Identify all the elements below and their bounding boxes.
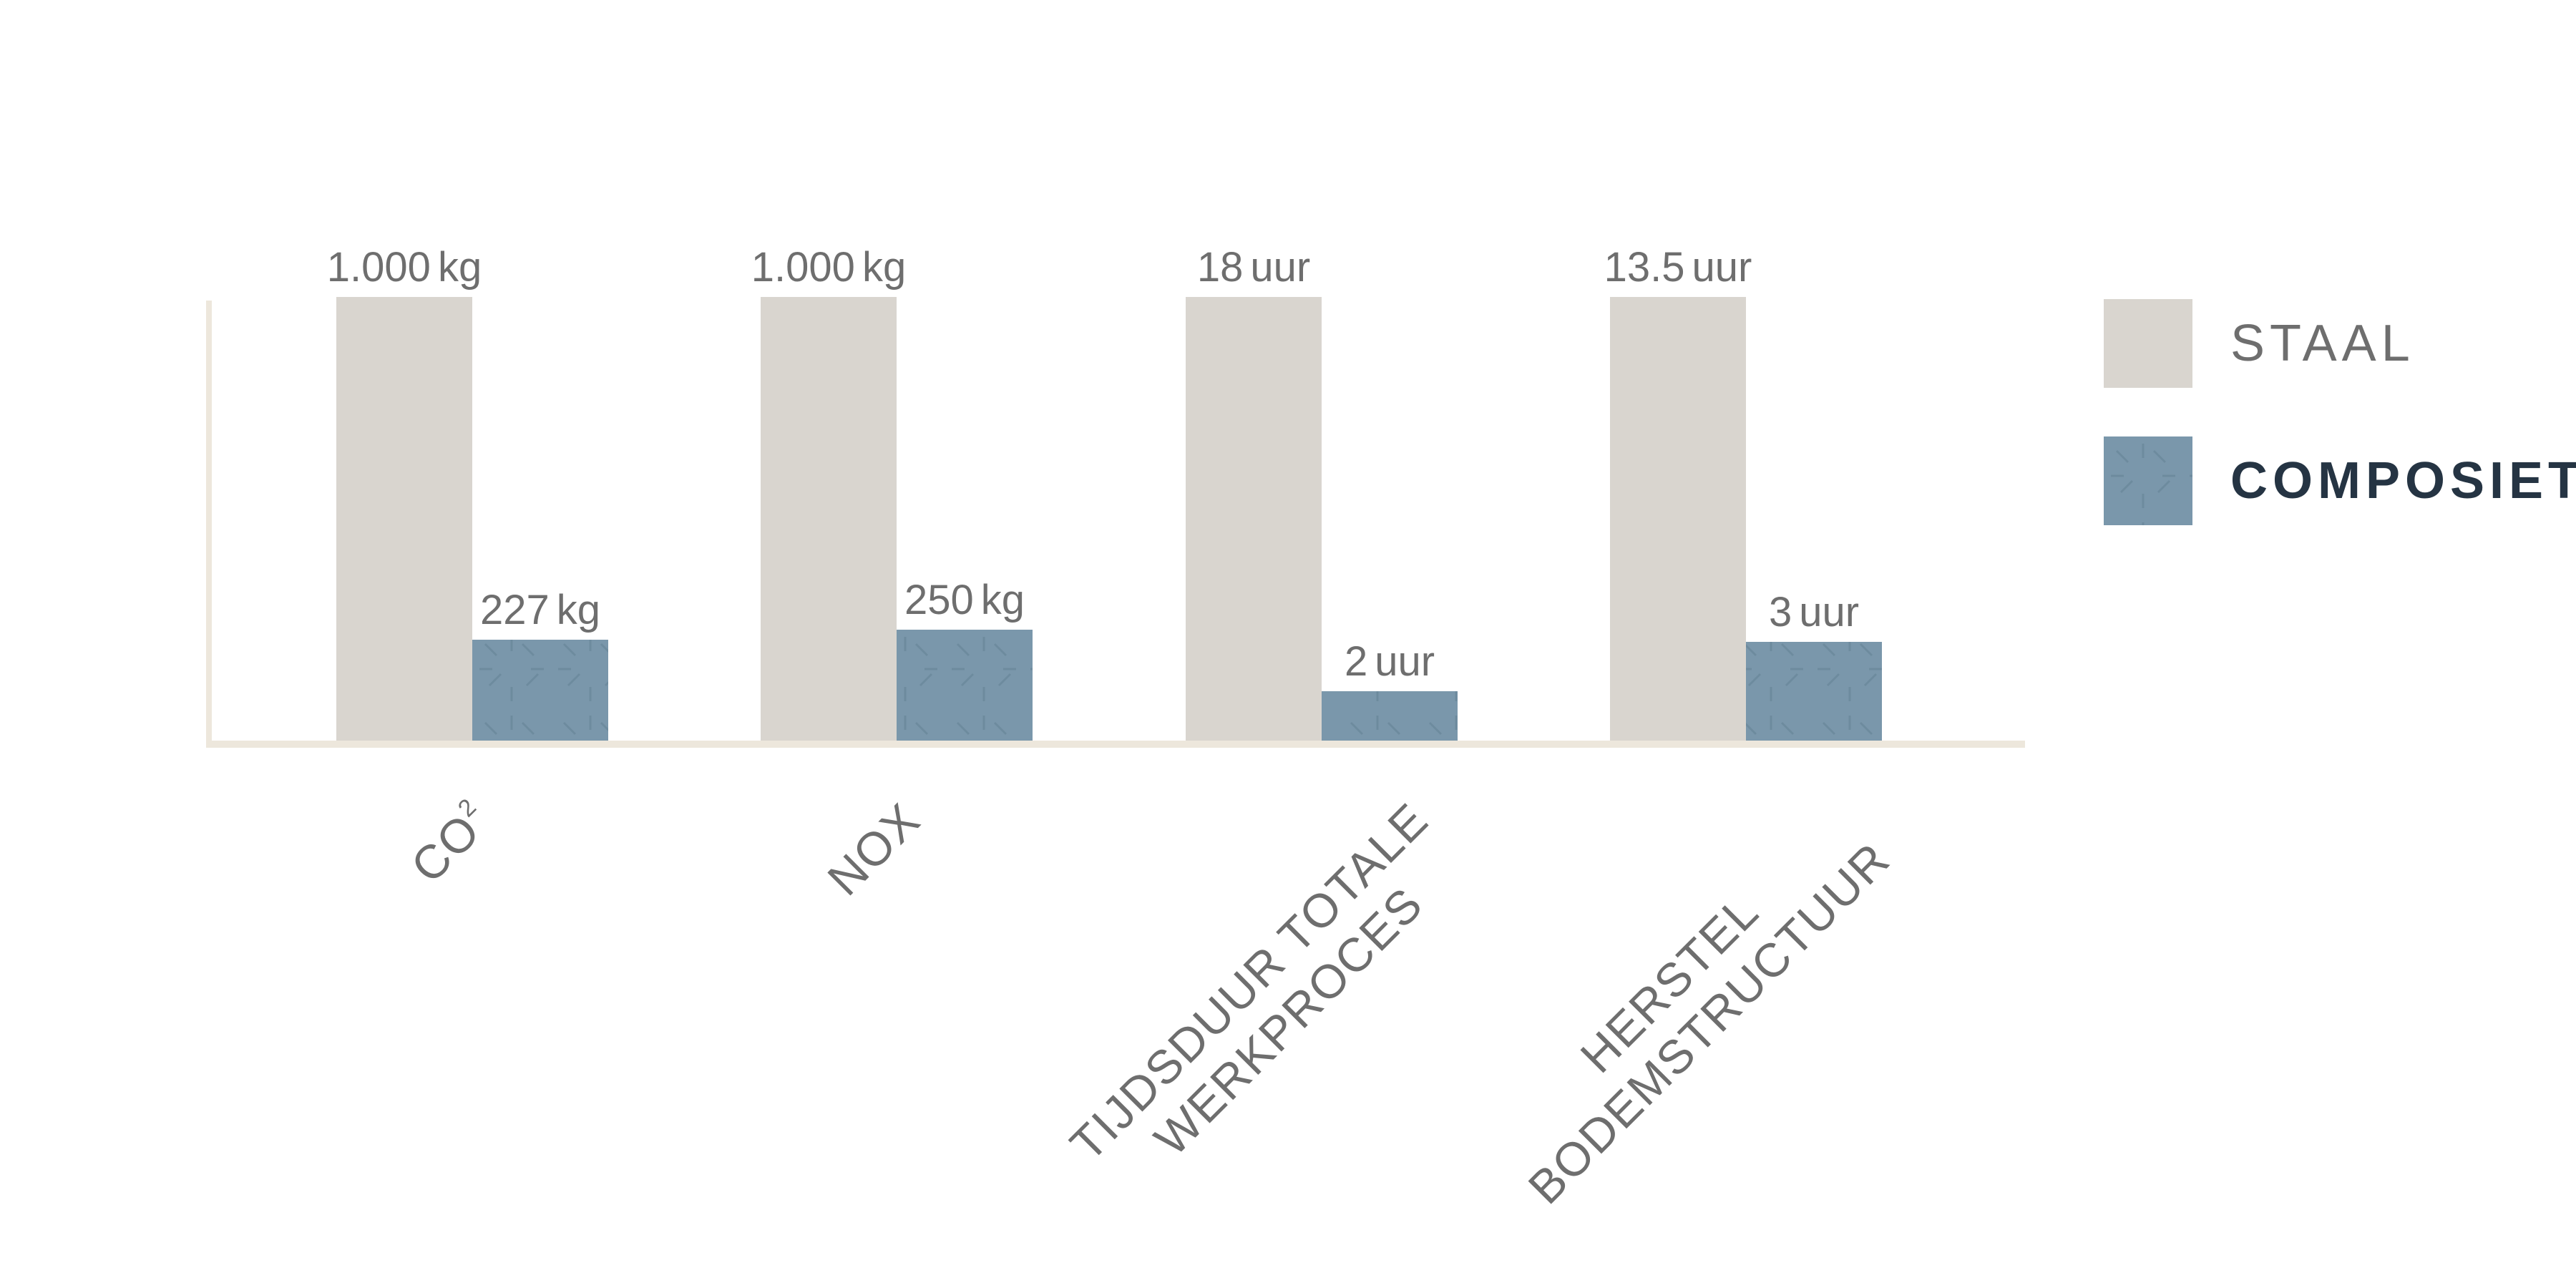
svg-text:CO2: CO2	[401, 793, 501, 893]
svg-text:TIJDSDUUR TOTALE: TIJDSDUUR TOTALE	[1060, 793, 1438, 1171]
bar-staal-2	[1186, 297, 1322, 741]
legend-label-staal: STAAL	[2230, 315, 2415, 372]
value-label-staal-1: 1.000 kg	[751, 244, 906, 291]
value-label-composiet-1: 250 kg	[904, 577, 1025, 623]
value-label-staal-0: 1.000 kg	[327, 244, 482, 291]
legend-swatch-staal	[2104, 299, 2192, 388]
bar-composiet-3	[1746, 642, 1882, 741]
bar-composiet-2	[1322, 691, 1458, 741]
value-label-staal-2: 18 uur	[1197, 244, 1310, 291]
category-label-0: CO2	[401, 793, 501, 893]
legend-label-composiet: COMPOSIET	[2230, 452, 2576, 509]
value-label-composiet-2: 2 uur	[1345, 638, 1435, 685]
svg-text:BODEMSTRUCTUUR: BODEMSTRUCTUUR	[1518, 832, 1900, 1214]
bar-composiet-0	[472, 640, 608, 741]
value-label-staal-3: 13.5 uur	[1604, 244, 1752, 291]
value-label-composiet-0: 227 kg	[480, 587, 600, 633]
bar-composiet-1	[897, 630, 1033, 741]
bar-staal-1	[761, 297, 897, 741]
legend-swatch-composiet	[2104, 436, 2192, 525]
bar-staal-0	[336, 297, 472, 741]
svg-text:NOX: NOX	[817, 793, 930, 906]
bar-staal-3	[1610, 297, 1746, 741]
category-label-1: NOX	[817, 793, 930, 906]
value-label-composiet-3: 3 uur	[1769, 589, 1859, 635]
